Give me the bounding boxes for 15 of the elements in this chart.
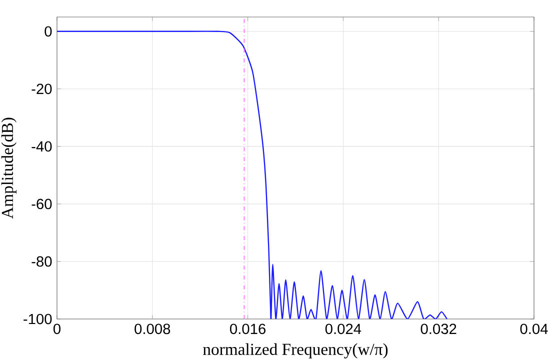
x-axis-title: normalized Frequency(w/π)	[203, 343, 388, 358]
x-tick-label: 0.008	[134, 324, 170, 334]
x-tick-label: 0.016	[230, 324, 266, 334]
y-tick-label: -20	[32, 84, 52, 94]
y-tick-label: 0	[44, 26, 52, 37]
y-tick-label: -100	[24, 314, 52, 324]
x-tick-label: 0	[53, 324, 60, 334]
x-tick-label: 0.032	[420, 324, 456, 334]
y-axis-title: Amplitude(dB)	[1, 118, 16, 219]
y-tick-label: -60	[32, 198, 52, 210]
line-series	[57, 30, 448, 320]
y-tick-label: -80	[32, 256, 52, 267]
y-tick-label: -40	[32, 141, 52, 152]
x-tick-label: 0.04	[520, 324, 548, 334]
x-tick-label: 0.024	[325, 324, 362, 334]
